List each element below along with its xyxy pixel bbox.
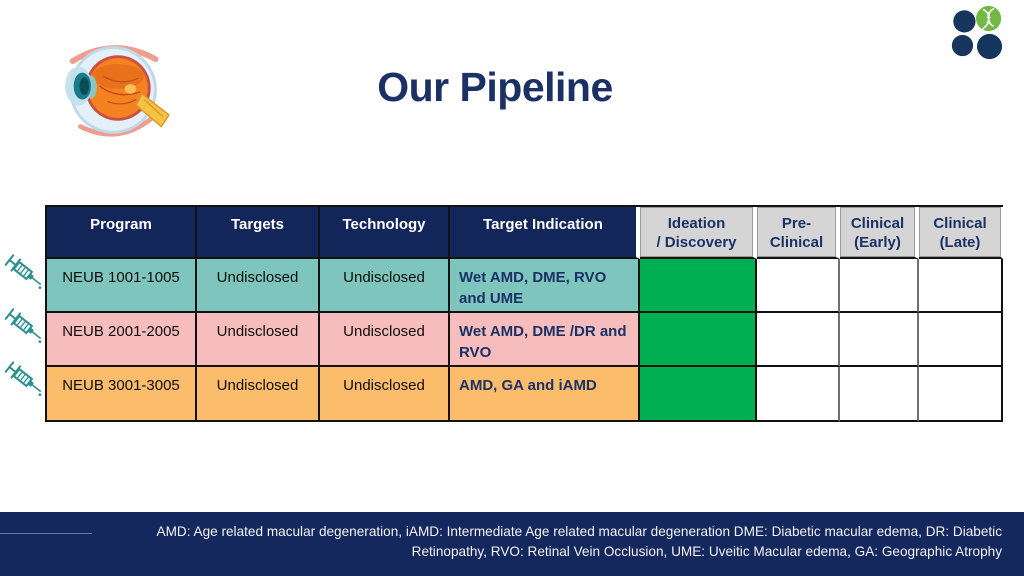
stage-cell-ideation-discovery — [640, 259, 757, 313]
syringe-icon — [3, 357, 49, 403]
footer-line-2: Retinopathy, RVO: Retinal Vein Occlusion… — [411, 543, 1002, 559]
stage-cell-empty — [757, 313, 840, 367]
header-cell-ideation-discovery: Ideation / Discovery — [640, 207, 757, 259]
cell-targets: Undisclosed — [197, 259, 320, 313]
stage-cell-empty — [757, 367, 840, 422]
header-cell-pre-clinical: Pre- Clinical — [757, 207, 840, 259]
header-cell-clinical-late: Clinical (Late) — [919, 207, 1003, 259]
cell-targets: Undisclosed — [197, 367, 320, 422]
footer-accent-line — [0, 533, 92, 534]
footer-abbreviations: AMD: Age related macular degeneration, i… — [0, 512, 1024, 561]
stage-cell-ideation-discovery — [640, 367, 757, 422]
cell-targets: Undisclosed — [197, 313, 320, 367]
cell-technology: Undisclosed — [320, 367, 450, 422]
company-logo-circles-dna-icon — [951, 5, 1003, 60]
stage-cell-empty — [840, 367, 919, 422]
pipeline-table: Program Targets Technology Target Indica… — [45, 205, 1003, 422]
header-cell-clinical-early: Clinical (Early) — [840, 207, 919, 259]
footer-line-1: AMD: Age related macular degeneration, i… — [156, 524, 1003, 539]
stage-cell-empty — [840, 313, 919, 367]
header-cell-program: Program — [47, 207, 197, 259]
stage-cell-ideation-discovery — [640, 313, 757, 367]
stage-cell-empty — [919, 367, 1003, 422]
cell-program: NEUB 1001-1005 — [47, 259, 197, 313]
footer-bar: AMD: Age related macular degeneration, i… — [0, 512, 1024, 576]
stage-cell-empty — [919, 313, 1003, 367]
syringe-icon — [3, 250, 49, 296]
stage-cell-empty — [757, 259, 840, 313]
cell-target-indication: Wet AMD, DME /DR and RVO — [450, 313, 640, 367]
cell-technology: Undisclosed — [320, 259, 450, 313]
cell-target-indication: Wet AMD, DME, RVO and UME — [450, 259, 640, 313]
page-title: Our Pipeline — [377, 64, 613, 110]
syringe-icon — [3, 304, 49, 350]
header-cell-target-indication: Target Indication — [450, 207, 640, 259]
stage-cell-empty — [840, 259, 919, 313]
cell-target-indication: AMD, GA and iAMD — [450, 367, 640, 422]
cell-technology: Undisclosed — [320, 313, 450, 367]
cell-program: NEUB 2001-2005 — [47, 313, 197, 367]
header-cell-targets: Targets — [197, 207, 320, 259]
header-cell-technology: Technology — [320, 207, 450, 259]
eye-anatomy-logo — [65, 45, 170, 137]
stage-cell-empty — [919, 259, 1003, 313]
cell-program: NEUB 3001-3005 — [47, 367, 197, 422]
